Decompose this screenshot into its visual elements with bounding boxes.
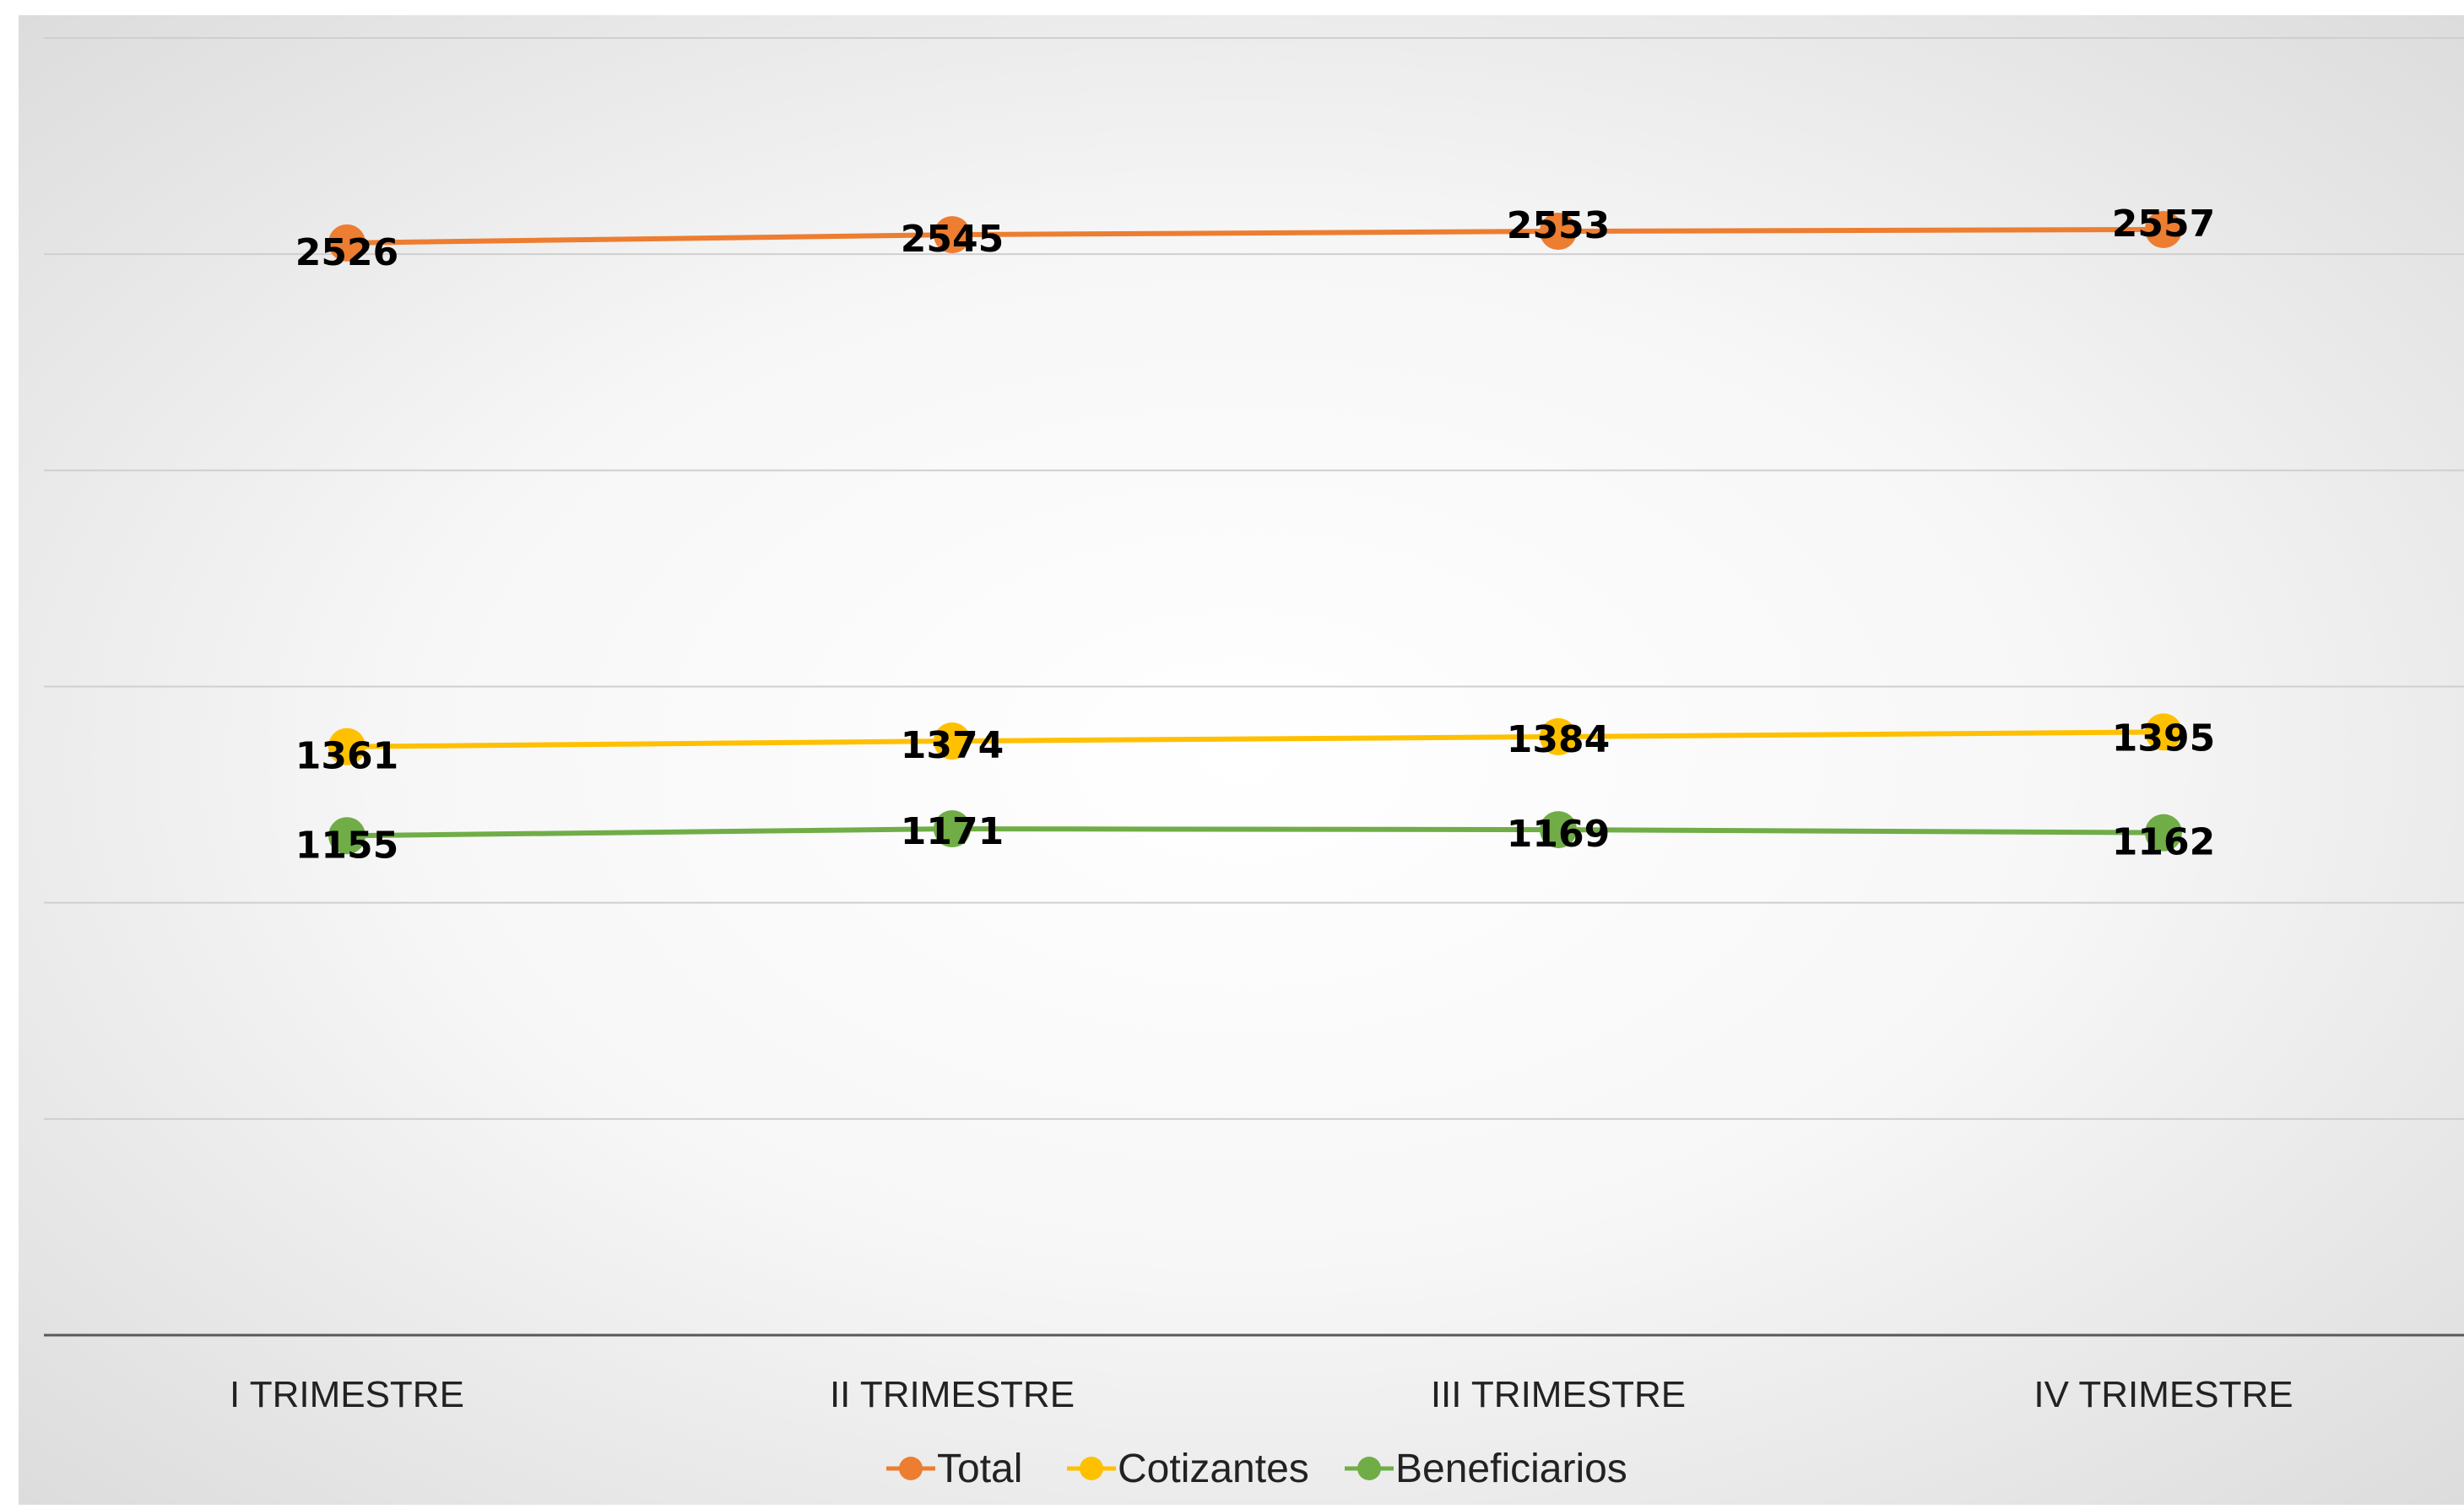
data-label-total: 2553	[1507, 204, 1610, 247]
data-label-cotizantes: 1374	[901, 724, 1004, 767]
data-point-total[interactable]	[934, 216, 971, 254]
data-label-total: 2557	[2112, 203, 2215, 246]
data-point-cotizantes[interactable]	[2145, 713, 2182, 751]
data-point-total[interactable]	[1540, 213, 1577, 251]
legend-item-cotizantes[interactable]: Cotizantes	[1067, 1447, 1309, 1491]
data-label-beneficiarios: 1171	[901, 810, 1004, 853]
series-line-total	[346, 226, 2164, 246]
data-label-beneficiarios: 1162	[2112, 821, 2215, 864]
data-point-cotizantes[interactable]	[934, 722, 971, 760]
data-point-beneficiarios[interactable]	[328, 817, 366, 855]
data-label-beneficiarios: 1169	[1507, 813, 1610, 856]
data-labels: 2526 2545 2553 2557 1361 1374 1384 1395 1155 1171…	[295, 203, 2215, 867]
data-label-cotizantes: 1395	[2112, 717, 2215, 760]
legend-marker-icon	[1357, 1457, 1381, 1480]
data-label-cotizantes: 1384	[1507, 718, 1610, 761]
data-point-cotizantes[interactable]	[328, 727, 366, 765]
legend-label: Total	[937, 1447, 1022, 1491]
chart-background	[19, 15, 2464, 1505]
data-point-beneficiarios[interactable]	[1540, 811, 1577, 849]
legend: Total Cotizantes Beneficiarios	[886, 1447, 1627, 1491]
legend-item-total[interactable]: Total	[886, 1447, 1022, 1491]
legend-marker-icon	[1080, 1457, 1103, 1480]
data-label-beneficiarios: 1155	[295, 824, 398, 867]
data-label-total: 2545	[901, 218, 1004, 261]
legend-item-beneficiarios[interactable]: Beneficiarios	[1345, 1447, 1627, 1491]
data-label-cotizantes: 1361	[295, 735, 398, 778]
data-label-total: 2526	[295, 231, 398, 274]
data-point-beneficiarios[interactable]	[2145, 814, 2182, 852]
x-tick-label: II TRIMESTRE	[830, 1374, 1075, 1415]
series-lines	[328, 210, 2182, 855]
x-tick-label: III TRIMESTRE	[1431, 1374, 1686, 1415]
x-axis: I TRIMESTRE II TRIMESTRE III TRIMESTRE IV T…	[44, 1333, 2464, 1415]
x-tick-label: I TRIMESTRE	[230, 1374, 464, 1415]
series-line-beneficiarios	[346, 826, 2164, 839]
data-point-total[interactable]	[2145, 210, 2182, 248]
series-line-cotizantes	[346, 729, 2164, 749]
legend-label: Beneficiarios	[1395, 1447, 1627, 1491]
data-point-beneficiarios[interactable]	[934, 810, 971, 848]
data-point-cotizantes[interactable]	[1540, 717, 1577, 755]
legend-marker-icon	[899, 1457, 923, 1480]
x-tick-label: IV TRIMESTRE	[2033, 1374, 2293, 1415]
legend-label: Cotizantes	[1118, 1447, 1309, 1491]
data-point-total[interactable]	[328, 224, 366, 262]
gridlines	[44, 37, 2464, 1120]
